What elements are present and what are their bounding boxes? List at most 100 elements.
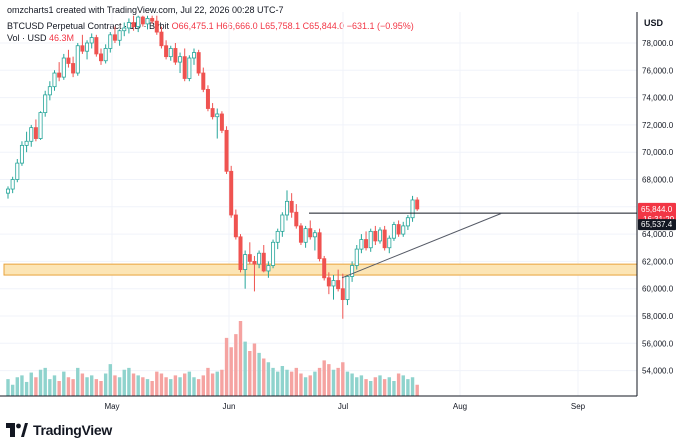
price-tick-label: 56,000.0 — [642, 339, 674, 348]
volume-bar — [10, 384, 15, 396]
volume-bar — [373, 377, 378, 396]
candle-body — [173, 48, 178, 63]
candle-body — [294, 211, 299, 227]
candle-body — [182, 56, 187, 79]
candle-body — [247, 254, 252, 262]
candle-body — [103, 48, 108, 62]
volume-bar — [117, 377, 122, 396]
candle-body — [405, 217, 410, 227]
price-tick-label: 54,000.0 — [642, 367, 674, 376]
time-tick-label: Jul — [338, 402, 348, 411]
volume-bar — [280, 366, 285, 396]
candle-body — [191, 52, 196, 59]
candle-body — [19, 144, 24, 164]
grid-lines — [0, 12, 637, 396]
volume-bar — [169, 379, 173, 396]
volume-value: 46.3M — [49, 33, 75, 43]
candle-body — [126, 22, 131, 29]
volume-bar — [415, 384, 419, 396]
candle-body — [261, 252, 266, 272]
candle-body — [410, 199, 415, 219]
time-tick-label: Sep — [571, 402, 586, 411]
volume-bar — [113, 375, 117, 396]
volume-bar — [392, 381, 396, 396]
candle-body — [303, 228, 308, 243]
price-tick-label: 68,000.0 — [642, 176, 674, 185]
volume-bar — [210, 373, 215, 396]
candle-body — [29, 127, 34, 142]
candle-body — [215, 113, 220, 118]
volume-bar — [145, 379, 150, 396]
volume-bar — [136, 375, 140, 396]
candle-body — [317, 232, 322, 260]
volume-bar — [252, 343, 257, 396]
candle-body — [312, 232, 317, 238]
time-axis[interactable]: May Jun Jul Aug Sep — [104, 402, 585, 411]
volume-bar — [285, 369, 289, 396]
price-tick-label: 64,000.0 — [642, 230, 674, 239]
candle-body — [168, 48, 173, 58]
candle-body — [205, 89, 210, 109]
volume-label[interactable]: Vol · USD — [7, 33, 47, 43]
price-tick-label: 76,000.0 — [642, 66, 674, 75]
volume-bar — [215, 371, 219, 396]
volume-bar — [24, 381, 29, 396]
candle-body — [57, 72, 62, 78]
symbol-title[interactable]: BTCUSD Perpetual Contract · 1D · Bybit — [7, 21, 170, 31]
last-price-label: 65,844.0 — [641, 205, 673, 214]
volume-bar — [178, 377, 182, 396]
volume-bar — [164, 377, 168, 396]
volume-bar — [43, 367, 47, 396]
volume-bar — [90, 375, 94, 396]
candle-body — [364, 239, 369, 249]
tradingview-brand[interactable]: TradingView — [6, 422, 112, 438]
volume-bar — [183, 373, 187, 396]
candle-body — [336, 280, 341, 290]
volume-bar — [173, 375, 178, 396]
candle-body — [289, 200, 294, 213]
candle-body — [401, 225, 406, 235]
volume-bar — [38, 369, 43, 396]
candle-body — [33, 127, 38, 139]
volume-bar — [150, 381, 154, 396]
candle-body — [308, 228, 313, 238]
volume-bar — [127, 367, 131, 396]
candle-body — [387, 237, 392, 249]
ascending-trendline[interactable] — [341, 212, 503, 279]
time-tick-label: May — [104, 402, 119, 411]
price-tick-label: 70,000.0 — [642, 148, 674, 157]
volume-bar — [262, 358, 266, 396]
symbol-legend[interactable]: BTCUSD Perpetual Contract · 1D · Bybit O… — [7, 21, 414, 31]
support-zone[interactable] — [3, 263, 638, 276]
volume-bar — [159, 373, 164, 396]
volume-bar — [248, 351, 252, 396]
candle-body — [164, 45, 169, 58]
price-tick-label: 62,000.0 — [642, 257, 674, 266]
candle-body — [75, 45, 80, 74]
chart-header: omzcharts1 created with TradingView.com,… — [0, 0, 679, 43]
tradingview-logo-icon — [6, 423, 28, 437]
volume-bar — [52, 375, 57, 396]
volume-bar — [20, 375, 24, 396]
volume-bar — [103, 373, 108, 396]
volume-bar — [303, 377, 308, 396]
volume-legend[interactable]: Vol · USD 46.3M — [7, 33, 74, 43]
volume-bar — [85, 377, 89, 396]
price-chart[interactable]: 78,000.0 76,000.0 74,000.0 72,000.0 70,000.0… — [0, 0, 679, 418]
candle-body — [85, 42, 90, 52]
volume-bar — [238, 321, 243, 396]
candle-body — [271, 241, 276, 266]
price-tick-label: 74,000.0 — [642, 94, 674, 103]
line-price-tag — [638, 219, 676, 231]
candle-body — [201, 72, 206, 90]
candle-body — [108, 34, 113, 49]
candle-body — [322, 258, 327, 279]
volume-bar — [382, 379, 387, 396]
price-axis[interactable]: 78,000.0 76,000.0 74,000.0 72,000.0 70,000.0… — [642, 39, 674, 376]
candle-body — [80, 45, 85, 52]
credit-text: omzcharts1 created with TradingView.com,… — [7, 5, 284, 15]
volume-bar — [341, 362, 345, 396]
volume-bar — [187, 371, 192, 396]
volume-bar — [294, 367, 298, 396]
volume-bar — [355, 377, 359, 396]
